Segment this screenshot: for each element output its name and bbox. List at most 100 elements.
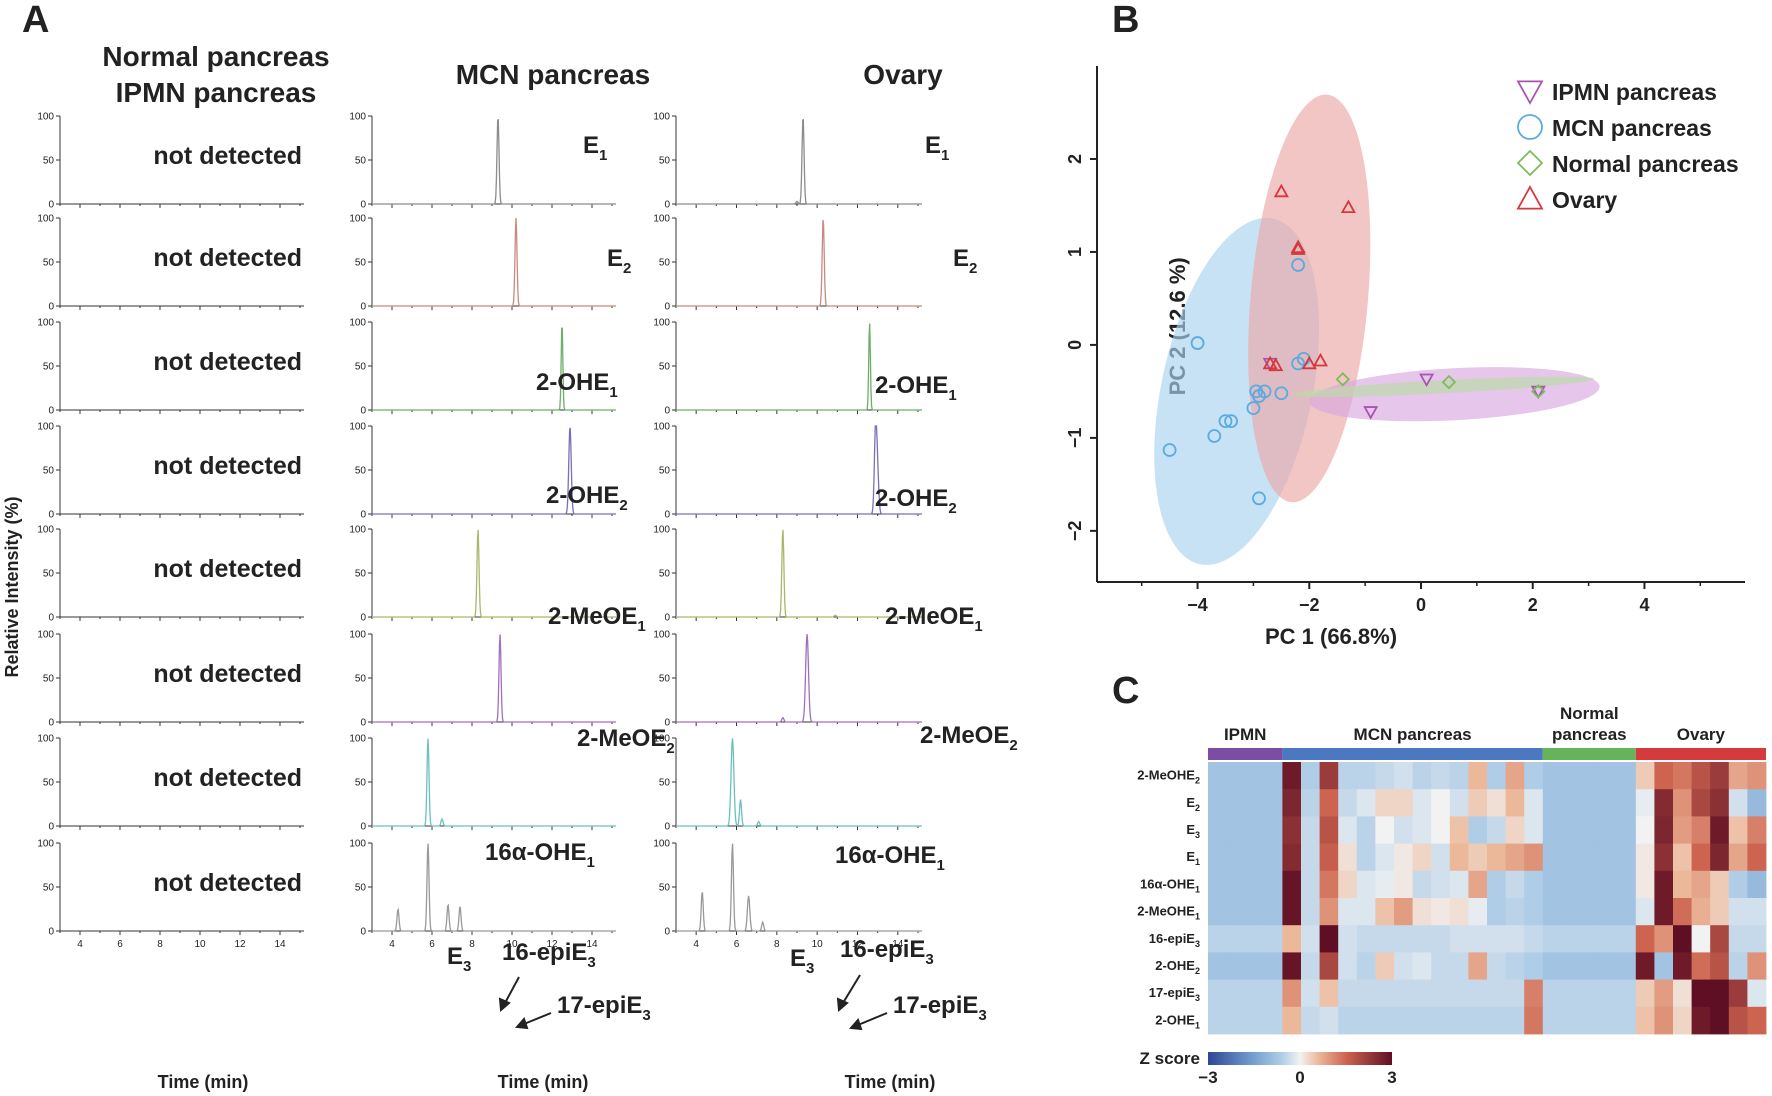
chromatogram-trace-2-meoe2: [676, 634, 922, 723]
heatmap-cell: [1245, 762, 1265, 790]
y-tick-label: 100: [653, 214, 670, 225]
heatmap-cell: [1561, 816, 1581, 844]
arrowhead-17epie3-mcn: [514, 1017, 529, 1030]
y-tick-label: 0: [664, 406, 670, 417]
y-tick-label: 50: [355, 778, 367, 789]
x-tick-label: 12: [546, 939, 558, 950]
y-tick-label: 0: [360, 927, 366, 938]
heatmap-cell: [1617, 925, 1637, 953]
heatmap-cell: [1449, 816, 1469, 844]
heatmap-cell: [1710, 870, 1730, 899]
heatmap-cell: [1431, 898, 1451, 926]
heatmap-cell: [1208, 816, 1227, 844]
heatmap-cell: [1301, 762, 1320, 790]
colorbar-tick-label: −3: [1198, 1068, 1217, 1087]
y-tick-label: 50: [659, 362, 671, 373]
heatmap-cell: [1245, 952, 1265, 980]
point-mcn-pancreas: [1218, 414, 1233, 429]
y-tick-label: 0: [48, 406, 54, 417]
x-tick-label: 4: [77, 939, 83, 950]
heatmap-cell: [1338, 979, 1358, 1008]
heatmap-cell: [1226, 925, 1246, 953]
heatmap-cell: [1487, 925, 1506, 953]
heatmap-cell: [1356, 1006, 1376, 1035]
y-tick-label: 50: [659, 674, 671, 685]
col-title-mcn: MCN pancreas: [456, 59, 651, 90]
heatmap-cell: [1654, 762, 1674, 790]
heatmap-cell: [1635, 898, 1655, 926]
heatmap-cell: [1208, 843, 1227, 872]
heatmap-cell: [1319, 925, 1339, 953]
b-y-tick-label: −1: [1065, 428, 1085, 449]
heatmap-cell: [1208, 979, 1227, 1008]
heatmap-cell: [1691, 1006, 1711, 1035]
x-tick-label: 14: [892, 939, 904, 950]
heatmap-cell: [1487, 1006, 1506, 1035]
peak-label-e2-mcn: E2: [607, 245, 631, 277]
heatmap-cell: [1468, 816, 1488, 844]
heatmap-cell: [1598, 843, 1618, 872]
heatmap-cell: [1394, 1006, 1413, 1035]
point-ovary: [1268, 357, 1284, 372]
chromatogram-trace-e3: [372, 843, 616, 932]
heatmap-cell: [1338, 762, 1358, 790]
heatmap-cell: [1710, 843, 1730, 872]
heatmap-cell: [1728, 952, 1748, 980]
heatmap-cell: [1691, 925, 1711, 953]
y-tick-label: 100: [349, 318, 366, 329]
heatmap-cell: [1226, 898, 1246, 926]
heatmap-cell: [1375, 789, 1395, 817]
peak-label-17epie3-mcn: 17-epiE3: [557, 992, 651, 1024]
heatmap-cell: [1673, 1006, 1692, 1035]
x-axis-label-col2: Time (min): [498, 1072, 589, 1092]
heatmap-cell: [1394, 762, 1413, 790]
y-tick-label: 100: [653, 318, 670, 329]
group-bar-ovary: [1635, 748, 1766, 760]
heatmap-cell: [1580, 925, 1599, 953]
heatmap-cell: [1691, 952, 1711, 980]
y-tick-label: 50: [355, 674, 367, 685]
x-axis-label-col3: Time (min): [845, 1072, 936, 1092]
heatmap-cell: [1617, 870, 1637, 899]
heatmap-cell: [1580, 789, 1599, 817]
heatmap-cell: [1282, 898, 1302, 926]
y-tick-label: 50: [43, 569, 55, 580]
y-tick-label: 50: [355, 258, 367, 269]
heatmap-cell: [1710, 789, 1730, 817]
heatmap-cell: [1301, 925, 1320, 953]
y-tick-label: 0: [360, 613, 366, 624]
heatmap-cell: [1561, 789, 1581, 817]
heatmap-cell: [1412, 898, 1432, 926]
heatmap-cell: [1375, 952, 1395, 980]
heatmap-cell: [1263, 1006, 1283, 1035]
heatmap-row-label: 2-MeOHE1: [1137, 904, 1200, 922]
panel-a-label: A: [22, 0, 49, 41]
heatmap-cell: [1598, 789, 1618, 817]
y-tick-label: 0: [360, 406, 366, 417]
chromatogram-trace-2-meoe2: [372, 634, 616, 723]
heatmap-cell: [1356, 925, 1376, 953]
heatmap-cell: [1598, 816, 1618, 844]
heatmap-cell: [1710, 898, 1730, 926]
heatmap-cell: [1561, 898, 1581, 926]
group-bar-ipmn: [1208, 748, 1283, 760]
peak-label-e1-ovary: E1: [925, 132, 949, 164]
point-normal-pancreas: [1441, 374, 1457, 390]
heatmap-cell: [1728, 789, 1748, 817]
legend-marker-mcn-pancreas: [1517, 114, 1543, 140]
heatmap-row-label: E1: [1186, 849, 1200, 867]
heatmap-cell: [1561, 762, 1581, 790]
heatmap-cell: [1356, 898, 1376, 926]
heatmap-cell: [1673, 925, 1692, 953]
heatmap-cell: [1505, 1006, 1525, 1035]
heatmap-cell: [1617, 762, 1637, 790]
heatmap-cell: [1449, 870, 1469, 899]
y-tick-label: 100: [37, 525, 54, 536]
heatmap-cell: [1673, 979, 1692, 1008]
heatmap-cell: [1673, 898, 1692, 926]
heatmap-cell: [1542, 979, 1562, 1008]
not-detected-label: not detected: [153, 869, 302, 897]
heatmap-cell: [1580, 843, 1599, 872]
y-tick-label: 50: [355, 466, 367, 477]
point-ovary: [1273, 183, 1289, 198]
